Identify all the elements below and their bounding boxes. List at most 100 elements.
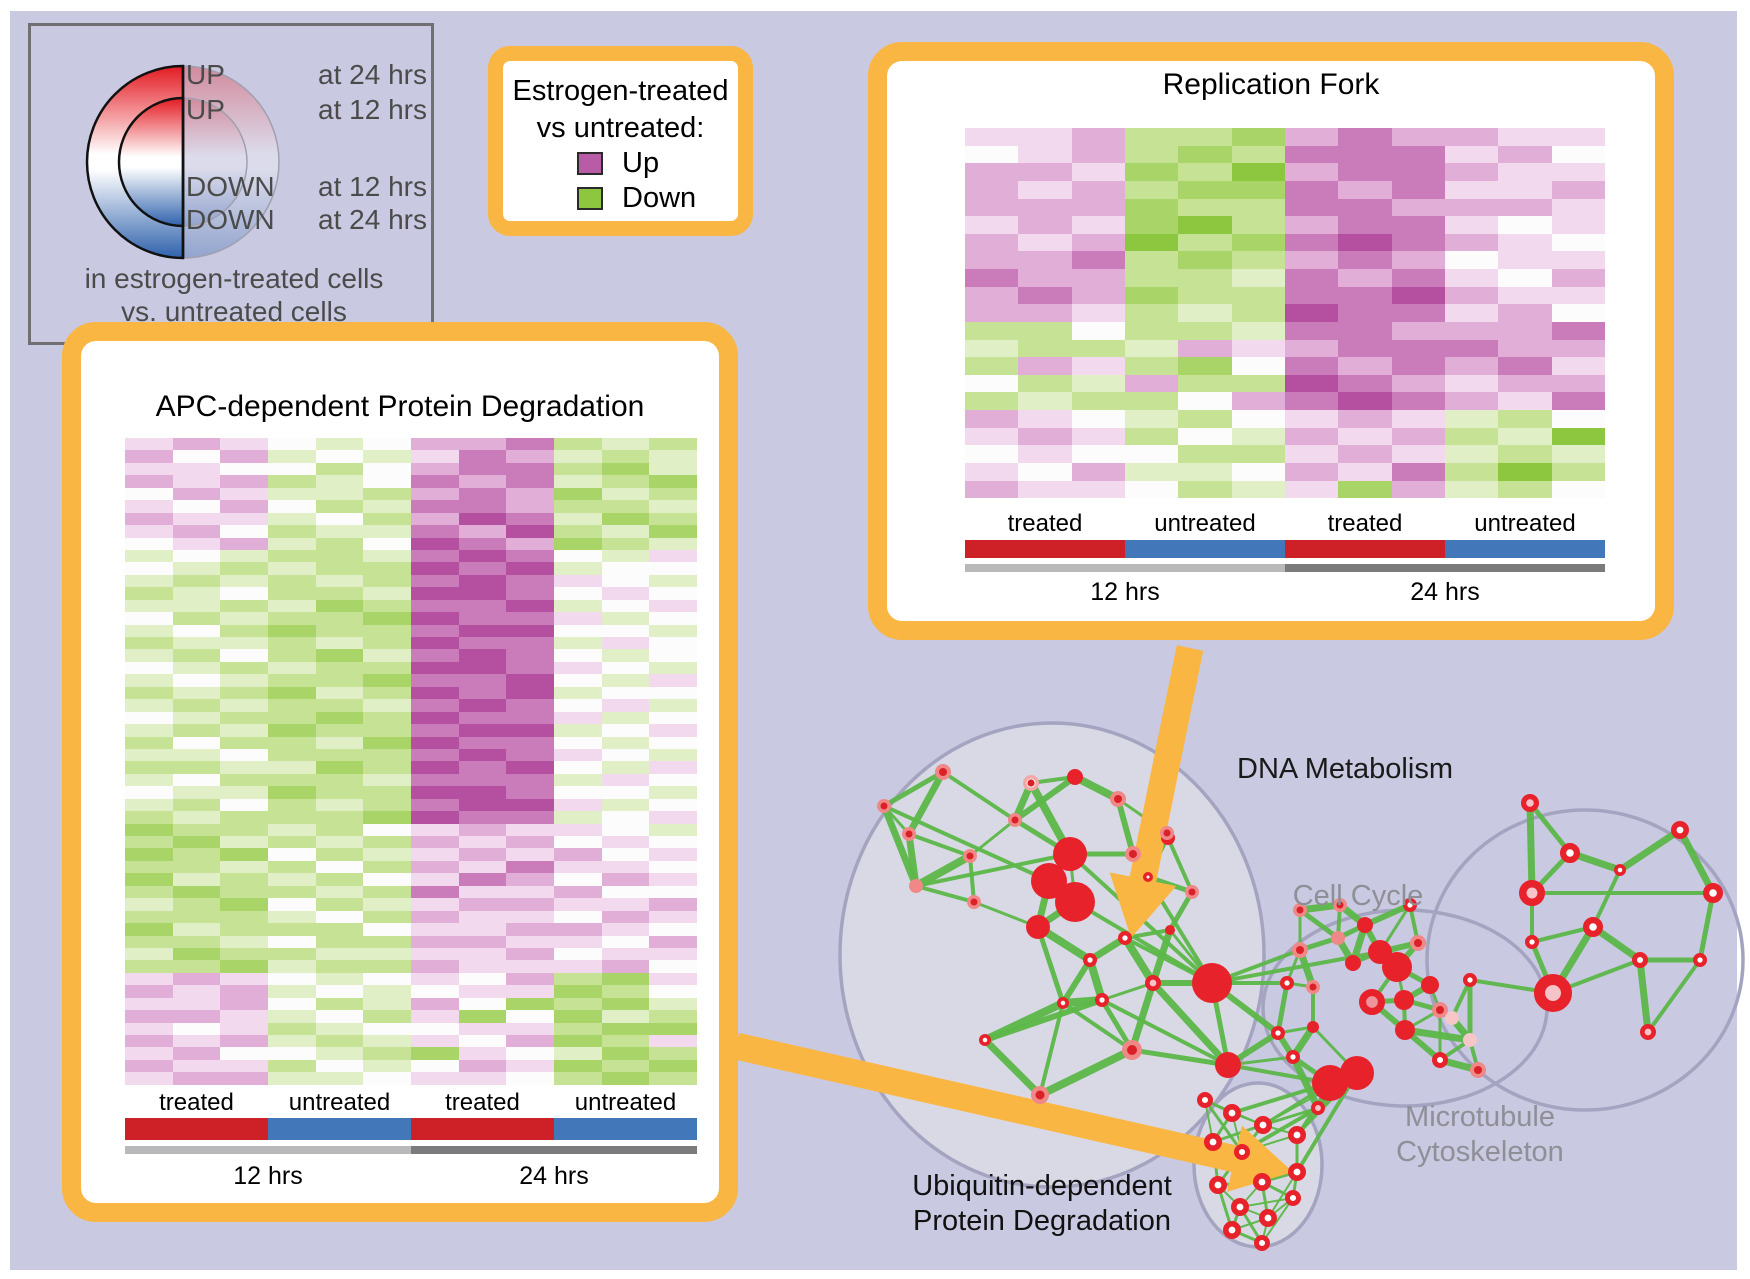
heatmap-cell: [1498, 392, 1552, 410]
heatmap-cell: [601, 736, 650, 749]
heatmap-cell: [220, 674, 269, 687]
group-label-treated: treated: [445, 1089, 520, 1116]
heatmap-cell: [220, 1059, 269, 1073]
heatmap-cell: [220, 525, 269, 538]
apc-time-bar: [125, 1146, 697, 1154]
heatmap-cell: [315, 823, 364, 836]
heatmap-cell: [1231, 163, 1285, 181]
network-node-core: [939, 768, 947, 776]
heatmap-cell: [411, 997, 459, 1011]
network-node-solid: [1053, 837, 1087, 871]
heatmap-cell: [220, 748, 269, 762]
heatmap-cell: [458, 761, 507, 774]
heatmap-cell: [268, 574, 316, 588]
heatmap-cell: [1391, 339, 1445, 358]
heatmap-cell: [172, 587, 221, 600]
heatmap-row: [125, 885, 698, 899]
heatmap-row: [965, 462, 1605, 481]
heatmap-cell: [315, 1059, 364, 1073]
heatmap-cell: [1284, 480, 1339, 499]
heatmap-cell: [411, 674, 459, 687]
heatmap-cell: [554, 450, 602, 463]
heatmap-cell: [554, 972, 602, 986]
network-node-solid: [1395, 1020, 1415, 1040]
heatmap-cell: [1498, 427, 1552, 446]
heatmap-cell: [411, 910, 459, 924]
heatmap-cell: [268, 624, 316, 637]
heatmap-cell: [1124, 357, 1179, 375]
heatmap-cell: [315, 711, 364, 725]
heatmap-cell: [1498, 145, 1552, 164]
heatmap-cell: [315, 848, 364, 861]
heatmap-row: [125, 798, 698, 812]
heatmap-cell: [649, 438, 698, 451]
heatmap-cell: [458, 786, 507, 799]
heatmap-cell: [1178, 216, 1232, 234]
heatmap-row: [125, 823, 698, 836]
heatmap-cell: [363, 898, 412, 911]
heatmap-cell: [1124, 198, 1179, 217]
group-label-untreated: untreated: [288, 1089, 391, 1116]
heatmap-cell: [411, 885, 459, 899]
heatmap-cell: [1124, 286, 1179, 305]
heatmap-cell: [554, 923, 602, 936]
heatmap-cell: [268, 724, 316, 737]
heatmap-cell: [172, 711, 221, 725]
heatmap-cell: [268, 462, 316, 476]
heatmap-cell: [965, 269, 1019, 287]
heatmap-row: [965, 480, 1605, 499]
network-node-solid: [1031, 863, 1067, 899]
heatmap-cell: [1231, 216, 1285, 234]
heatmap-cell: [554, 549, 602, 563]
heatmap-cell: [172, 935, 221, 948]
heatmap-cell: [1498, 163, 1552, 181]
heatmap-cell: [506, 1035, 555, 1048]
heatmap-cell: [1551, 233, 1605, 252]
apc-group-labels: treated untreated treated untreated: [125, 1089, 697, 1117]
heatmap-cell: [965, 339, 1019, 358]
heatmap-cell: [1124, 392, 1179, 410]
heatmap-cell: [411, 748, 459, 762]
heatmap-cell: [411, 537, 459, 550]
heatmap-cell: [601, 686, 650, 700]
heatmap-cell: [1231, 180, 1285, 199]
heatmap-cell: [506, 512, 555, 526]
heatmap-cell: [1284, 180, 1339, 199]
heatmap-cell: [458, 587, 507, 600]
arrow-head-1: [1109, 872, 1177, 938]
heatmap-cell: [220, 898, 269, 911]
heatmap-cell: [411, 1010, 459, 1023]
heatmap-cell: [1071, 374, 1125, 393]
heatmap-cell: [411, 599, 459, 613]
label-dna-metabolism-line: DNA Metabolism: [1237, 753, 1453, 785]
heatmap-cell: [363, 811, 412, 824]
heatmap-cell: [554, 724, 602, 737]
heatmap-cell: [315, 724, 364, 737]
heatmap-row: [965, 392, 1605, 410]
heatmap-cell: [649, 823, 698, 836]
heatmap-cell: [1338, 339, 1392, 358]
heatmap-cell: [315, 1035, 364, 1048]
heatmap-cell: [1551, 392, 1605, 410]
heatmap-cell: [1391, 128, 1445, 146]
heatmap-cell: [458, 736, 507, 749]
heatmap-cell: [125, 1035, 173, 1048]
heatmap-cell: [649, 873, 698, 886]
heatmap-cell: [458, 997, 507, 1011]
heatmap-cell: [965, 163, 1019, 181]
heatmap-cell: [411, 836, 459, 849]
heatmap-cell: [601, 711, 650, 725]
heatmap-cell: [1444, 216, 1499, 234]
heatmap-cell: [363, 823, 412, 836]
heatmap-cell: [1391, 233, 1445, 252]
heatmap-cell: [125, 997, 173, 1011]
network-node-core: [1129, 850, 1137, 858]
heatmap-cell: [458, 960, 507, 973]
heatmap-row: [125, 574, 698, 588]
heatmap-cell: [458, 811, 507, 824]
heatmap-cell: [411, 487, 459, 501]
heatmap-cell: [411, 923, 459, 936]
time-bar-segment-12hrs: [965, 564, 1285, 572]
heatmap-cell: [1071, 462, 1125, 481]
heatmap-cell: [172, 836, 221, 849]
